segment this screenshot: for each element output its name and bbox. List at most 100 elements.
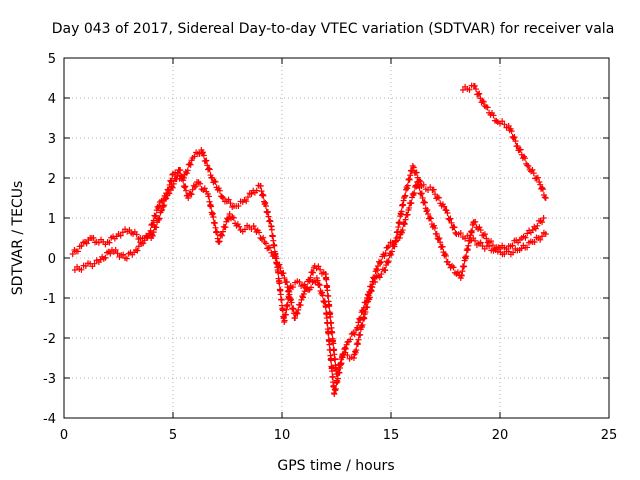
- data-point: [434, 194, 441, 201]
- data-point: [382, 267, 389, 274]
- data-point: [465, 242, 472, 249]
- data-point: [369, 278, 376, 285]
- data-point: [424, 207, 431, 214]
- data-point: [473, 86, 480, 93]
- x-tick-label: 20: [492, 428, 509, 443]
- x-axis-label: GPS time / hours: [277, 458, 394, 474]
- data-point: [174, 170, 181, 177]
- data-point: [530, 170, 537, 177]
- data-point: [300, 294, 307, 301]
- data-point: [399, 227, 406, 234]
- data-point: [259, 191, 266, 198]
- data-point: [267, 218, 274, 225]
- data-point: [483, 235, 490, 242]
- data-point: [219, 193, 226, 200]
- data-point: [153, 224, 160, 231]
- data-point: [539, 219, 546, 226]
- y-tick-label: -4: [43, 412, 56, 427]
- data-point: [393, 237, 400, 244]
- data-point: [244, 194, 251, 201]
- plot-frame: [63, 57, 610, 419]
- data-point: [391, 241, 398, 248]
- data-point: [170, 180, 177, 187]
- data-point: [307, 274, 314, 281]
- data-point: [268, 226, 275, 233]
- data-point: [472, 237, 479, 244]
- data-point: [330, 340, 337, 347]
- data-point: [316, 281, 323, 288]
- data-point: [342, 345, 349, 352]
- x-tick-label: 0: [60, 428, 68, 443]
- data-point: [404, 182, 411, 189]
- data-point: [378, 271, 385, 278]
- data-point: [472, 218, 479, 225]
- data-point: [510, 249, 517, 256]
- data-point: [477, 227, 484, 234]
- data-point: [542, 231, 549, 237]
- data-point: [296, 279, 303, 285]
- data-point: [402, 216, 409, 223]
- data-point: [120, 251, 127, 258]
- data-point: [183, 187, 190, 194]
- data-point: [300, 291, 307, 297]
- data-point: [353, 347, 360, 354]
- data-point: [230, 214, 237, 221]
- data-point: [149, 232, 156, 239]
- data-point: [236, 223, 243, 230]
- data-point: [402, 192, 409, 199]
- data-point: [517, 146, 524, 153]
- data-point: [329, 373, 336, 380]
- data-point: [357, 331, 364, 338]
- data-point: [334, 375, 341, 382]
- y-tick-label: -1: [43, 292, 56, 307]
- data-point: [107, 250, 114, 257]
- data-point: [243, 198, 250, 205]
- data-point: [235, 202, 242, 209]
- data-point: [432, 191, 439, 198]
- x-tick-label: 5: [169, 428, 177, 443]
- data-point: [181, 184, 188, 191]
- data-point: [179, 174, 186, 181]
- ticks: [63, 57, 610, 419]
- data-point: [187, 161, 194, 168]
- data-point: [276, 280, 283, 287]
- data-point: [276, 261, 283, 268]
- data-point: [267, 244, 274, 251]
- data-point: [133, 231, 140, 238]
- data-point: [488, 238, 495, 245]
- data-point: [262, 240, 269, 247]
- data-point: [489, 242, 496, 249]
- data-point: [418, 190, 425, 197]
- data-point: [184, 167, 191, 174]
- data-point: [117, 232, 124, 239]
- data-point: [368, 283, 375, 290]
- data-point: [335, 366, 342, 373]
- data-point: [211, 219, 218, 226]
- data-point: [480, 98, 487, 105]
- data-point: [425, 211, 432, 217]
- data-point: [220, 195, 227, 201]
- data-point: [90, 234, 97, 241]
- data-point: [466, 86, 473, 93]
- data-point: [284, 301, 291, 308]
- data-point: [359, 321, 366, 328]
- data-point: [144, 234, 151, 241]
- data-point: [371, 275, 378, 282]
- data-point: [264, 209, 271, 216]
- data-point: [250, 223, 257, 229]
- data-point: [159, 207, 166, 213]
- data-point: [304, 284, 311, 291]
- data-point: [481, 231, 488, 238]
- data-point: [421, 198, 428, 205]
- data-point: [208, 203, 215, 210]
- data-point: [459, 87, 466, 93]
- data-point: [446, 261, 453, 268]
- data-point: [461, 263, 468, 270]
- data-point: [411, 190, 418, 197]
- data-point: [191, 153, 198, 160]
- data-point: [542, 195, 549, 201]
- data-point: [275, 269, 282, 276]
- data-point: [534, 222, 541, 229]
- data-point: [112, 246, 119, 253]
